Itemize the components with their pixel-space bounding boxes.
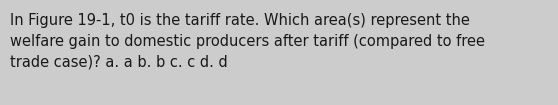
Text: In Figure 19-1, t0 is the tariff rate. Which area(s) represent the
welfare gain : In Figure 19-1, t0 is the tariff rate. W… bbox=[10, 13, 485, 70]
